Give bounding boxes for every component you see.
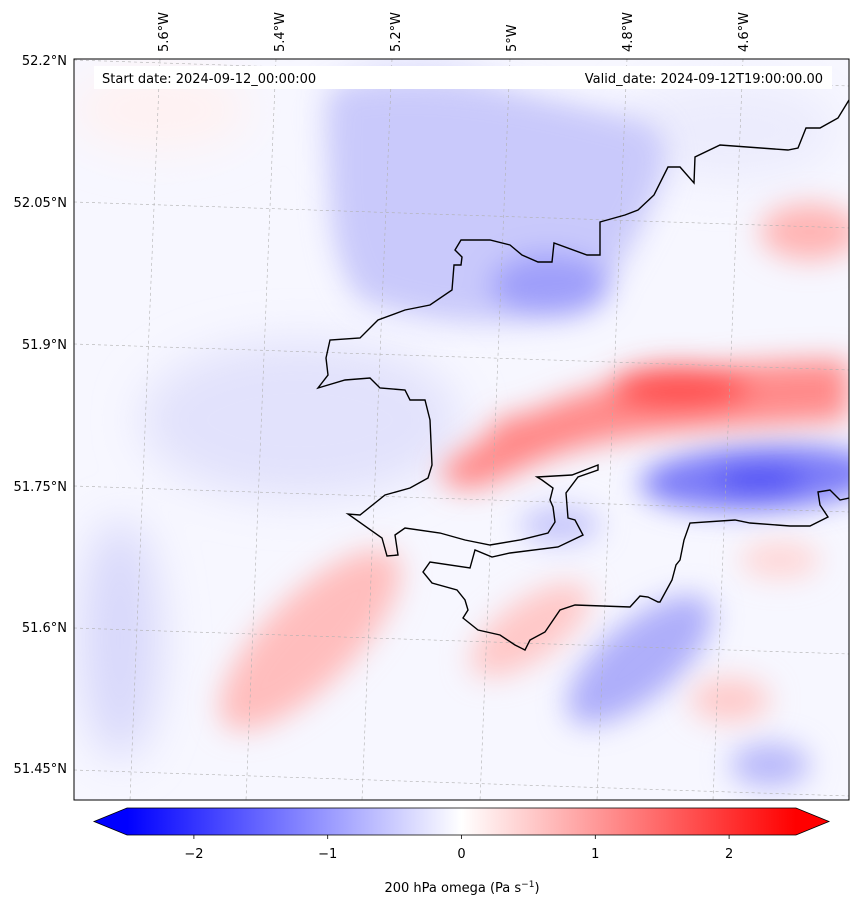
cb-tick-label-4: 2: [725, 847, 733, 862]
colorbar-ticks: −2 −1 0 1 2: [184, 835, 733, 862]
colorbar-gradient: [127, 808, 796, 835]
lat-label-52.05n: 52.05°N: [14, 196, 67, 211]
start-date-text: Start date: 2024-09-12_00:00:00: [102, 72, 316, 87]
lon-label-4.6w: 4.6°W: [737, 12, 752, 52]
lat-label-51.75n: 51.75°N: [14, 480, 67, 495]
colorbar: −2 −1 0 1 2 200 hPa omega (Pa s−1): [92, 807, 831, 896]
colorbar-outline: [92, 807, 831, 836]
colorbar-max-extend: [796, 808, 829, 835]
colorbar-label-tail: ): [534, 881, 539, 896]
omega-field: Start date: 2024-09-12_00:00:00 Valid_da…: [74, 59, 849, 800]
latitude-labels: 52.2°N 52.05°N 51.9°N 51.75°N 51.6°N 51.…: [14, 54, 67, 777]
lat-label-51.9n: 51.9°N: [22, 338, 67, 353]
colorbar-label: 200 hPa omega (Pa s−1): [384, 880, 539, 896]
colorbar-label-exponent: −1: [521, 880, 534, 890]
valid-date-text: Valid_date: 2024-09-12T19:00:00.00: [585, 72, 823, 87]
longitude-labels: 5.6°W 5.4°W 5.2°W 5°W 4.8°W 4.6°W: [157, 12, 752, 52]
descent-areas: [219, 204, 849, 731]
ascent-areas: [328, 81, 849, 787]
lon-label-4.8w: 4.8°W: [621, 12, 636, 52]
colorbar-label-main: 200 hPa omega (Pa s: [384, 881, 521, 896]
cb-tick-label-2: 0: [457, 847, 465, 862]
lat-label-52.2n: 52.2°N: [22, 54, 67, 69]
lat-label-51.45n: 51.45°N: [14, 762, 67, 777]
map-frame: [73, 58, 850, 801]
graticule: [74, 59, 849, 800]
cb-tick-label-1: −1: [318, 847, 337, 862]
cb-tick-label-3: 1: [591, 847, 599, 862]
cb-tick-label-0: −2: [184, 847, 203, 862]
coastline: [316, 99, 849, 651]
lon-label-5w: 5°W: [505, 24, 520, 52]
lat-label-51.6n: 51.6°N: [22, 621, 67, 636]
lon-label-5.6w: 5.6°W: [157, 12, 172, 52]
header-box: [94, 66, 832, 89]
colorbar-min-extend: [94, 808, 127, 835]
lon-label-5.4w: 5.4°W: [273, 12, 288, 52]
lon-label-5.2w: 5.2°W: [389, 12, 404, 52]
